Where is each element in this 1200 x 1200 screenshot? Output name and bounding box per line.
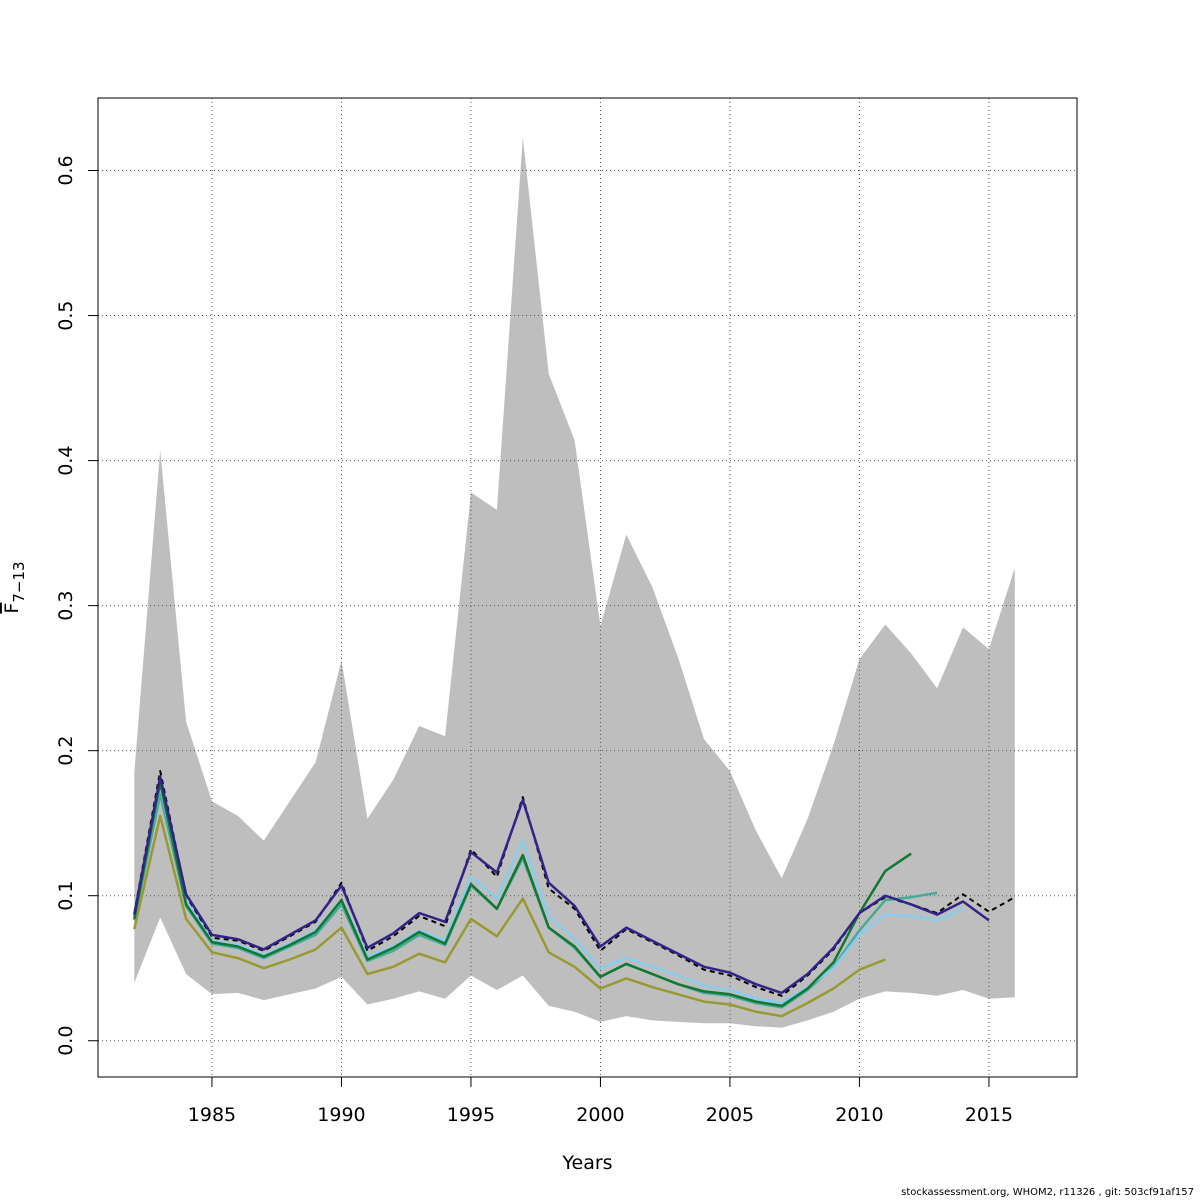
x-tick-label-3: 2000 (576, 1104, 624, 1126)
y-tick-label-3: 0.3 (55, 590, 77, 620)
x-axis: 1985 1990 1995 2000 2005 2010 2015 (188, 1076, 1013, 1126)
y-axis-title: F7−13 (1, 561, 28, 613)
y-tick-label-6: 0.6 (55, 155, 77, 185)
footer-credit: stockassessment.org, WHOM2, r11326 , git… (901, 1187, 1194, 1198)
x-tick-label-6: 2015 (965, 1104, 1013, 1126)
y-tick-label-0: 0.0 (55, 1026, 77, 1056)
x-tick-label-0: 1985 (188, 1104, 236, 1126)
x-tick-label-4: 2005 (706, 1104, 754, 1126)
x-tick-label-1: 1990 (317, 1104, 365, 1126)
x-tick-label-5: 2010 (835, 1104, 883, 1126)
y-tick-label-5: 0.5 (55, 300, 77, 330)
y-tick-label-1: 0.1 (55, 881, 77, 911)
series-layer (133, 770, 1016, 1018)
series-line-1 (133, 814, 886, 1018)
y-tick-label-2: 0.2 (55, 736, 77, 766)
y-tick-label-4: 0.4 (55, 445, 77, 475)
series-line-4 (133, 781, 912, 1008)
y-axis-title-subscript: 7−13 (10, 561, 28, 602)
x-axis-title: Years (561, 1152, 612, 1174)
x-tick-label-2: 1995 (447, 1104, 495, 1126)
series-line-5 (133, 775, 990, 995)
y-axis-title-main: F (1, 603, 23, 614)
y-axis: 0.0 0.1 0.2 0.3 0.4 0.5 0.6 (55, 155, 99, 1056)
confidence-band-layer (134, 137, 1015, 1028)
series-line-3 (133, 784, 964, 1005)
confidence-band (134, 137, 1015, 1028)
